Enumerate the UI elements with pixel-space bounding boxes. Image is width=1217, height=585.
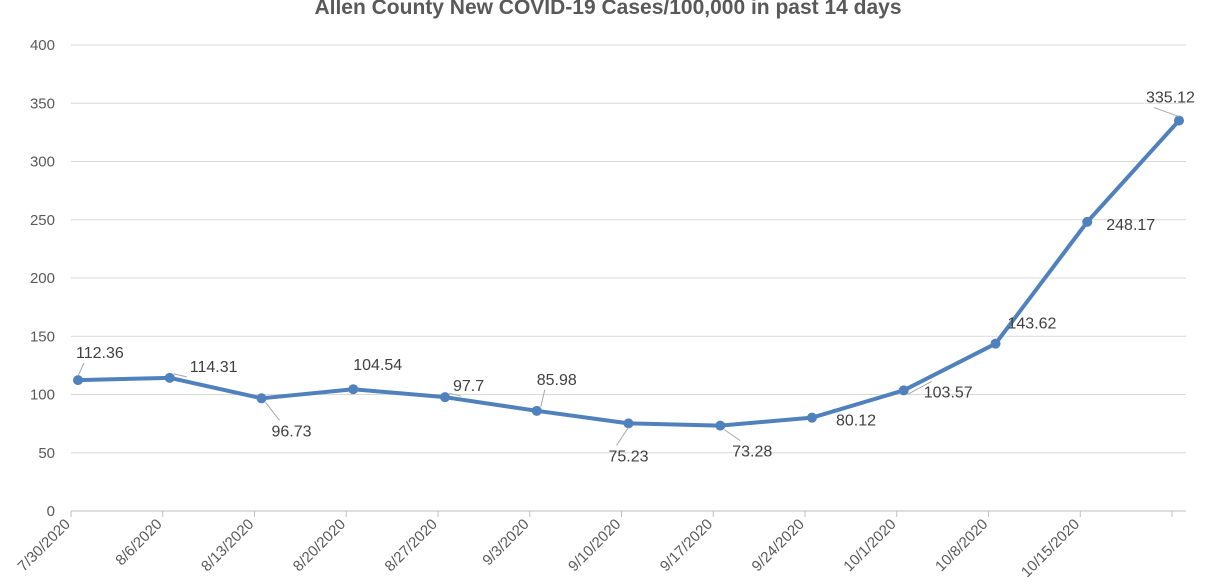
data-point xyxy=(73,375,83,386)
x-tick-label: 8/13/2020 xyxy=(198,516,257,575)
x-tick-label: 8/20/2020 xyxy=(290,516,349,575)
x-tick-label: 7/30/2020 xyxy=(15,516,74,575)
x-tick-label: 9/17/2020 xyxy=(657,516,716,575)
data-label: 104.54 xyxy=(353,357,402,374)
data-label-leader xyxy=(173,373,187,378)
y-axis-ticks: 0 50 100 150 200 250 300 350 400 xyxy=(30,37,55,520)
x-tick-label: 9/10/2020 xyxy=(565,516,624,575)
data-point xyxy=(348,384,359,395)
data-label: 97.7 xyxy=(453,378,484,395)
data-point xyxy=(990,338,1001,349)
y-tick-label: 250 xyxy=(30,212,55,229)
data-label-leader xyxy=(616,427,629,446)
x-tick-label: 8/6/2020 xyxy=(112,516,165,569)
data-label: 73.28 xyxy=(732,444,772,461)
x-tick-label: 10/15/2020 xyxy=(1018,516,1083,581)
data-label-leader xyxy=(907,380,932,395)
data-label-leader xyxy=(723,429,741,442)
y-tick-label: 100 xyxy=(30,387,55,404)
y-tick-label: 350 xyxy=(30,95,55,112)
data-label: 143.62 xyxy=(1008,316,1057,333)
data-label: 85.98 xyxy=(537,372,577,389)
data-label-leader xyxy=(540,389,546,407)
data-point xyxy=(1174,115,1184,126)
data-point xyxy=(807,412,817,423)
x-tick-label: 10/1/2020 xyxy=(840,516,899,575)
data-point xyxy=(256,393,267,404)
x-tick-label: 8/27/2020 xyxy=(382,516,441,575)
y-tick-label: 0 xyxy=(47,503,55,520)
data-label-leader xyxy=(448,392,462,397)
y-tick-label: 150 xyxy=(30,328,55,345)
data-label: 80.12 xyxy=(836,413,876,430)
data-label: 114.31 xyxy=(190,359,238,376)
data-point xyxy=(715,420,726,431)
x-tick-label: 9/3/2020 xyxy=(479,516,532,569)
y-tick-label: 50 xyxy=(38,445,55,462)
data-label: 75.23 xyxy=(609,448,649,465)
data-label-leader xyxy=(77,362,85,377)
data-labels: 112.36 114.31 96.73 104.54 97.7 85.98 75.23 73.… xyxy=(76,90,1195,466)
data-point xyxy=(898,385,909,396)
chart-title: Allen County New COVID-19 Cases/100,000 … xyxy=(314,0,901,19)
data-point xyxy=(623,418,634,429)
data-label: 335.12 xyxy=(1146,90,1195,107)
y-tick-label: 200 xyxy=(30,270,55,287)
y-tick-label: 400 xyxy=(30,37,55,54)
data-point xyxy=(164,372,175,383)
data-label-leader xyxy=(265,402,280,421)
data-label: 103.57 xyxy=(924,384,973,401)
y-tick-label: 300 xyxy=(30,154,55,171)
data-label: 248.17 xyxy=(1106,217,1155,234)
x-axis-ticks: 7/30/2020 8/6/2020 8/13/2020 8/20/2020 8/27/… xyxy=(15,511,1173,581)
gridlines xyxy=(71,44,1186,512)
data-point xyxy=(531,405,542,416)
series-path xyxy=(76,118,1181,428)
data-label: 112.36 xyxy=(76,345,124,362)
series-line xyxy=(73,115,1184,431)
data-label: 96.73 xyxy=(272,423,312,440)
data-point xyxy=(1082,216,1093,227)
data-label-leader xyxy=(1153,107,1180,118)
x-tick-label: 9/24/2020 xyxy=(749,516,808,575)
data-point xyxy=(440,392,450,403)
x-tick-label: 10/8/2020 xyxy=(932,516,991,575)
